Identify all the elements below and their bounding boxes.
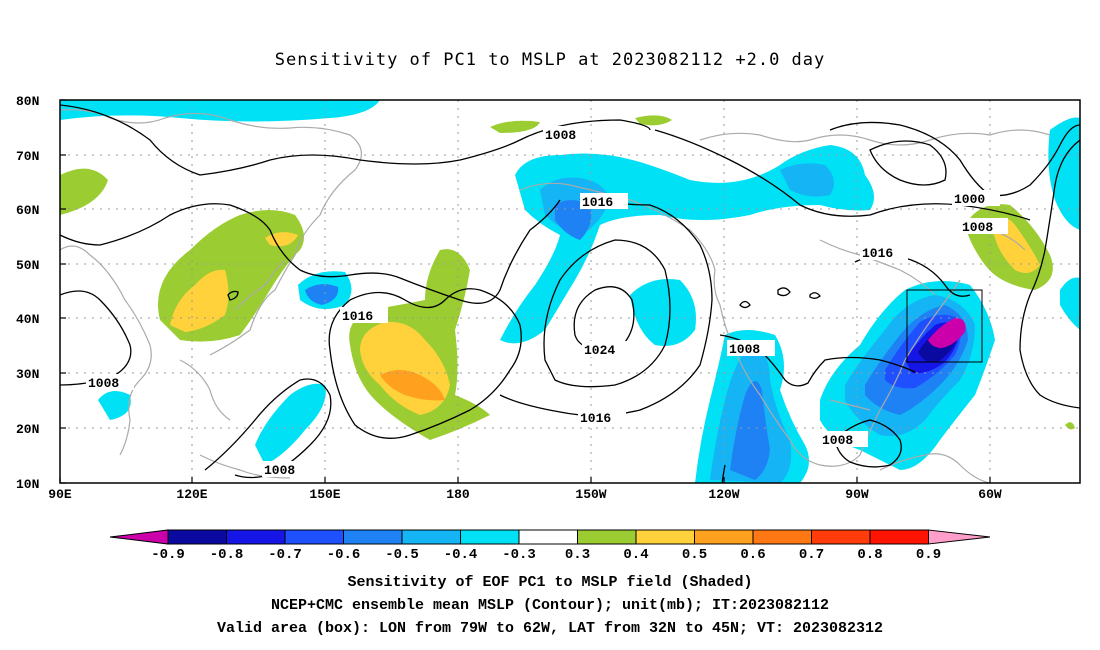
- colorbar-label: 0.5: [682, 547, 707, 563]
- shade-negative-0.3: [60, 100, 380, 122]
- lon-labels: 90E 120E 150E 180 150W 120W 90W 60W: [48, 487, 1002, 502]
- colorbar-swatch: [518, 529, 578, 545]
- shade-positive-0.3: [490, 120, 540, 133]
- colorbar-swatch: [752, 529, 812, 545]
- lat-tick-label: 20N: [16, 422, 39, 437]
- contour-label: 1016: [862, 246, 893, 261]
- colorbar-swatch: [401, 529, 461, 545]
- colorbar-label: -0.5: [385, 547, 419, 563]
- colorbar-label: -0.3: [502, 547, 536, 563]
- map-frame: [59, 99, 1081, 484]
- lon-tick-label: 150W: [575, 487, 606, 502]
- shade-negative-0.3: [1048, 117, 1080, 230]
- lat-tick-label: 40N: [16, 312, 39, 327]
- shade-negative-0.9: [928, 318, 966, 348]
- colorbar-swatch: [694, 529, 754, 545]
- lon-tick-label: 120W: [708, 487, 739, 502]
- colorbar-swatch: [811, 529, 871, 545]
- lat-labels: 80N 70N 60N 50N 40N 30N 20N 10N: [16, 94, 39, 492]
- caption-line-3: Valid area (box): LON from 79W to 62W, L…: [216, 620, 884, 637]
- colorbar-swatch: [284, 529, 344, 545]
- shade-positive-0.5: [380, 370, 445, 401]
- shade-negative-0.3: [98, 391, 131, 420]
- contour-label: 1016: [342, 309, 373, 324]
- colorbar-swatch: [577, 529, 637, 545]
- graticule: [60, 100, 1080, 483]
- shaded-fields: [60, 100, 1080, 483]
- contour-label: 1000: [954, 192, 985, 207]
- lat-tick-label: 30N: [16, 367, 39, 382]
- shade-negative-0.4: [780, 163, 834, 197]
- colorbar-label: -0.4: [444, 547, 478, 563]
- lat-tick-label: 60N: [16, 203, 39, 218]
- tick-marks: [59, 99, 991, 484]
- colorbar-low-arrow: [109, 529, 169, 545]
- lon-tick-label: 60W: [978, 487, 1002, 502]
- colorbar-label: -0.6: [327, 547, 361, 563]
- shade-negative-0.3: [1060, 277, 1080, 330]
- colorbar-label: 0.6: [740, 547, 765, 563]
- contour-label: 1008: [729, 342, 760, 357]
- colorbar-label: 0.7: [799, 547, 824, 563]
- valid-area-box: [906, 289, 983, 363]
- contour-labels: 1008 1016 1000 1008 1016 1016 1024 1008 …: [86, 126, 1008, 478]
- colorbar-swatch: [343, 529, 403, 545]
- shade-positive-0.4: [170, 269, 229, 332]
- lat-tick-label: 80N: [16, 94, 39, 109]
- contour-label: 1024: [584, 343, 615, 358]
- page-title: Sensitivity of PC1 to MSLP at 2023082112…: [274, 50, 826, 70]
- colorbar: -0.9 -0.8 -0.7 -0.6 -0.5 -0.4 -0.3 0.3 0.4 0.5 0.6…: [109, 529, 991, 563]
- lon-tick-label: 90E: [48, 487, 72, 502]
- shade-negative-0.5: [555, 200, 592, 240]
- coastlines: [60, 109, 1051, 483]
- colorbar-label: -0.8: [210, 547, 244, 563]
- contour-label: 1008: [88, 376, 119, 391]
- lon-tick-label: 180: [446, 487, 470, 502]
- colorbar-label: 0.3: [565, 547, 590, 563]
- lat-tick-label: 50N: [16, 258, 39, 273]
- lon-tick-label: 120E: [176, 487, 207, 502]
- shade-negative-0.3: [630, 279, 696, 346]
- contour-label: 1008: [545, 128, 576, 143]
- contour-label: 1016: [582, 195, 613, 210]
- contour-label: 1008: [822, 433, 853, 448]
- colorbar-swatch: [635, 529, 695, 545]
- caption-line-1: Sensitivity of EOF PC1 to MSLP field (Sh…: [347, 574, 753, 591]
- contour-label: 1016: [580, 411, 611, 426]
- lat-tick-label: 70N: [16, 149, 39, 164]
- colorbar-swatch: [226, 529, 286, 545]
- shade-negative-0.3: [255, 383, 326, 465]
- colorbar-swatch: [460, 529, 520, 545]
- colorbar-swatch: [869, 529, 929, 545]
- colorbar-label: 0.8: [857, 547, 882, 563]
- contour-label: 1008: [264, 463, 295, 478]
- lat-tick-label: 10N: [16, 477, 39, 492]
- caption-line-2: NCEP+CMC ensemble mean MSLP (Contour); u…: [270, 597, 830, 614]
- lon-tick-label: 90W: [845, 487, 869, 502]
- colorbar-label: 0.4: [623, 547, 648, 563]
- shade-negative-0.5: [730, 381, 770, 480]
- colorbar-label: -0.9: [151, 547, 185, 563]
- contour-label: 1008: [962, 220, 993, 235]
- lon-tick-label: 150E: [309, 487, 340, 502]
- colorbar-swatch: [167, 529, 227, 545]
- shade-negative-0.5: [305, 284, 339, 305]
- shade-positive-0.3: [635, 115, 672, 126]
- colorbar-high-arrow: [928, 529, 991, 545]
- shade-positive-0.4: [265, 232, 298, 247]
- shade-positive-0.3: [60, 168, 108, 215]
- shade-positive-0.3: [1065, 422, 1075, 430]
- colorbar-label: -0.7: [268, 547, 302, 563]
- colorbar-label: 0.9: [916, 547, 941, 563]
